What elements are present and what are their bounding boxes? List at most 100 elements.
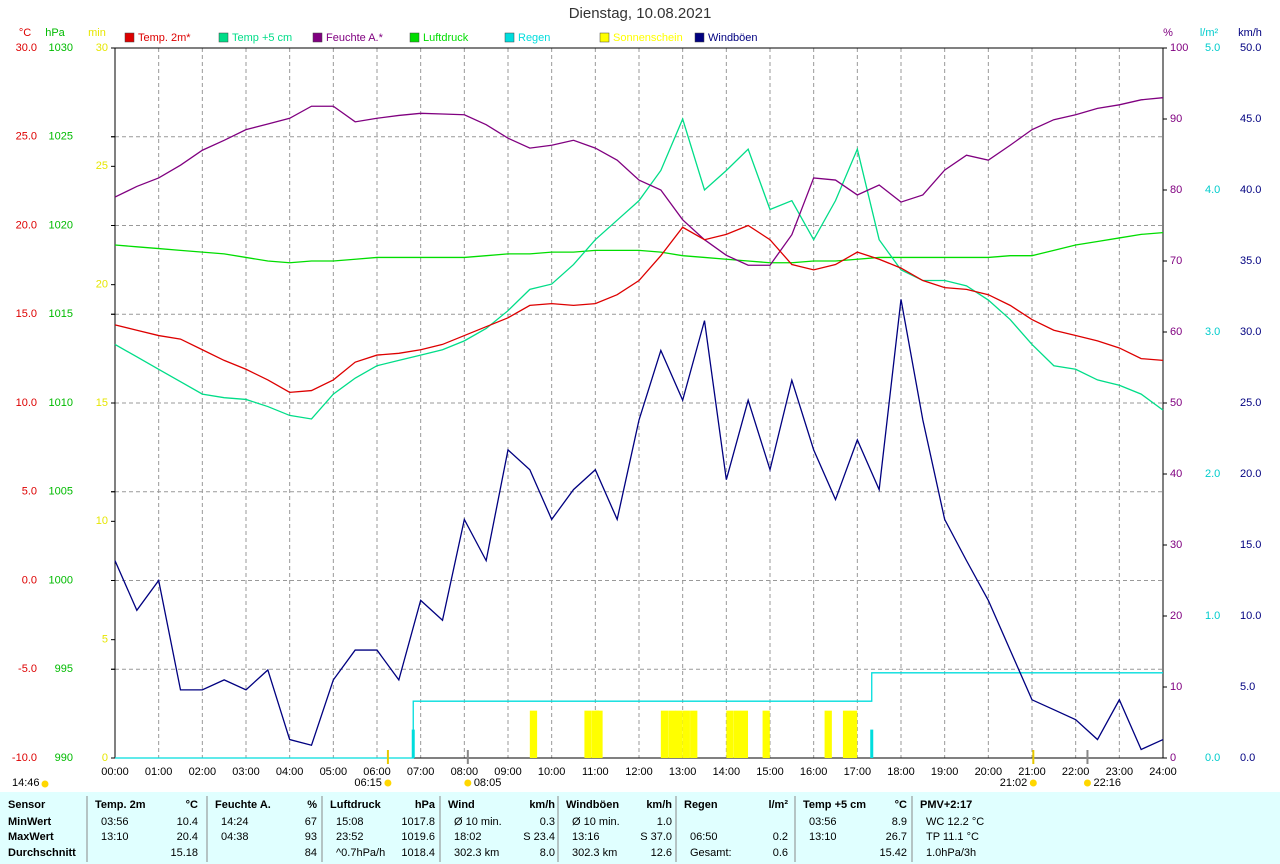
table-cell: 04:38: [221, 831, 249, 843]
x-tick-label: 14:00: [713, 766, 741, 778]
table-cell: 84: [305, 847, 317, 859]
table-cell: 14:24: [221, 816, 249, 828]
legend-label: Sonnenschein: [613, 32, 683, 44]
sunshine-bar: [849, 710, 858, 758]
x-tick-label: 17:00: [844, 766, 872, 778]
y-tick-label: 0.0: [1240, 752, 1255, 764]
y-tick-label: 1025: [49, 131, 73, 143]
sunshine-bar: [740, 710, 749, 758]
y-tick-label: 20: [96, 279, 108, 291]
x-tick-label: 11:00: [582, 766, 609, 778]
marker-icon: [384, 779, 392, 787]
table-cell: 12.6: [651, 847, 672, 859]
x-tick-label: 23:00: [1106, 766, 1134, 778]
x-tick-label: 09:00: [494, 766, 522, 778]
legend-swatch: [409, 32, 420, 43]
x-tick-label: 16:00: [800, 766, 828, 778]
legend-swatch: [504, 32, 515, 43]
table-cell: 23:52: [336, 831, 364, 843]
table-row-name: MinWert: [8, 816, 52, 828]
x-tick-label: 08:00: [451, 766, 479, 778]
table-cell: 18:02: [454, 831, 482, 843]
x-tick-label: 00:00: [101, 766, 129, 778]
legend-label: Temp +5 cm: [232, 32, 292, 44]
y-tick-label: 0.0: [22, 574, 37, 586]
table-cell: 93: [305, 831, 317, 843]
table-header: Regen: [684, 799, 718, 811]
sunshine-bar: [690, 710, 698, 758]
table-header: Windböen: [566, 799, 619, 811]
marker-label: 22:16: [1093, 777, 1121, 789]
legend-swatch: [312, 32, 323, 43]
sunshine-bar: [668, 710, 676, 758]
y-tick-label: 45.0: [1240, 113, 1261, 125]
table-cell: 8.9: [892, 816, 907, 828]
x-tick-label: 19:00: [931, 766, 959, 778]
stats-background: [0, 792, 1280, 864]
table-cell: 03:56: [809, 816, 837, 828]
table-cell: 10.4: [177, 816, 198, 828]
table-unit: hPa: [415, 799, 436, 811]
y-tick-label: 25.0: [16, 131, 37, 143]
legend-swatch: [694, 32, 705, 43]
y-tick-label: 20.0: [16, 219, 37, 231]
y-tick-label: 1.0: [1205, 610, 1220, 622]
axis-unit: km/h: [1238, 27, 1262, 39]
sunshine-bar: [726, 710, 734, 758]
table-unit: °C: [895, 799, 907, 811]
y-tick-label: 25: [96, 160, 108, 172]
table-header: Temp. 2m: [95, 799, 146, 811]
axis-unit: °C: [19, 27, 31, 39]
y-tick-label: -10.0: [12, 752, 37, 764]
table-unit: %: [307, 799, 317, 811]
table-cell: 1.0hPa/3h: [926, 847, 976, 859]
y-tick-label: 70: [1170, 255, 1182, 267]
table-cell: 8.0: [540, 847, 555, 859]
y-tick-label: 4.0: [1205, 184, 1220, 196]
legend-swatch: [218, 32, 229, 43]
y-tick-label: 40: [1170, 468, 1182, 480]
legend-label: Regen: [518, 32, 550, 44]
x-tick-label: 06:00: [363, 766, 391, 778]
legend-label: Luftdruck: [423, 32, 469, 44]
legend-label: Feuchte A.*: [326, 32, 384, 44]
axis-unit: %: [1163, 27, 1173, 39]
x-tick-label: 22:00: [1062, 766, 1090, 778]
table-header: Sensor: [8, 799, 46, 811]
x-tick-label: 20:00: [975, 766, 1003, 778]
marker-label: 06:15: [354, 777, 382, 789]
y-tick-label: 1000: [49, 574, 73, 586]
table-cell: 26.7: [886, 831, 907, 843]
y-tick-label: 5.0: [1205, 42, 1220, 54]
x-tick-label: 13:00: [669, 766, 697, 778]
table-header: PMV+2:17: [920, 799, 972, 811]
series-line: [114, 299, 1164, 751]
x-tick-label: 04:00: [276, 766, 304, 778]
y-tick-label: 35.0: [1240, 255, 1261, 267]
rain-bar: [870, 729, 874, 758]
table-cell: WC 12.2 °C: [926, 816, 984, 828]
y-tick-label: 5: [102, 634, 108, 646]
y-tick-label: 100: [1170, 42, 1188, 54]
y-tick-label: 0: [1170, 752, 1176, 764]
table-cell: 1018.4: [401, 847, 435, 859]
plot-border: [114, 47, 1164, 759]
series-line: [114, 231, 1164, 264]
y-tick-label: 50.0: [1240, 42, 1261, 54]
sunshine-bar: [584, 710, 592, 758]
y-tick-label: 990: [55, 752, 73, 764]
table-cell: ^0.7hPa/h: [336, 847, 385, 859]
y-tick-label: 995: [55, 663, 73, 675]
table-header: Feuchte A.: [215, 799, 271, 811]
chart-title: Dienstag, 10.08.2021: [569, 5, 712, 22]
y-tick-label: 2.0: [1205, 468, 1220, 480]
table-cell: 302.3 km: [454, 847, 499, 859]
table-cell: 15.18: [170, 847, 198, 859]
table-cell: 15.42: [879, 847, 907, 859]
series-line: [114, 97, 1164, 266]
table-cell: Ø 10 min.: [454, 816, 502, 828]
x-tick-label: 02:00: [189, 766, 217, 778]
table-header: Wind: [448, 799, 475, 811]
